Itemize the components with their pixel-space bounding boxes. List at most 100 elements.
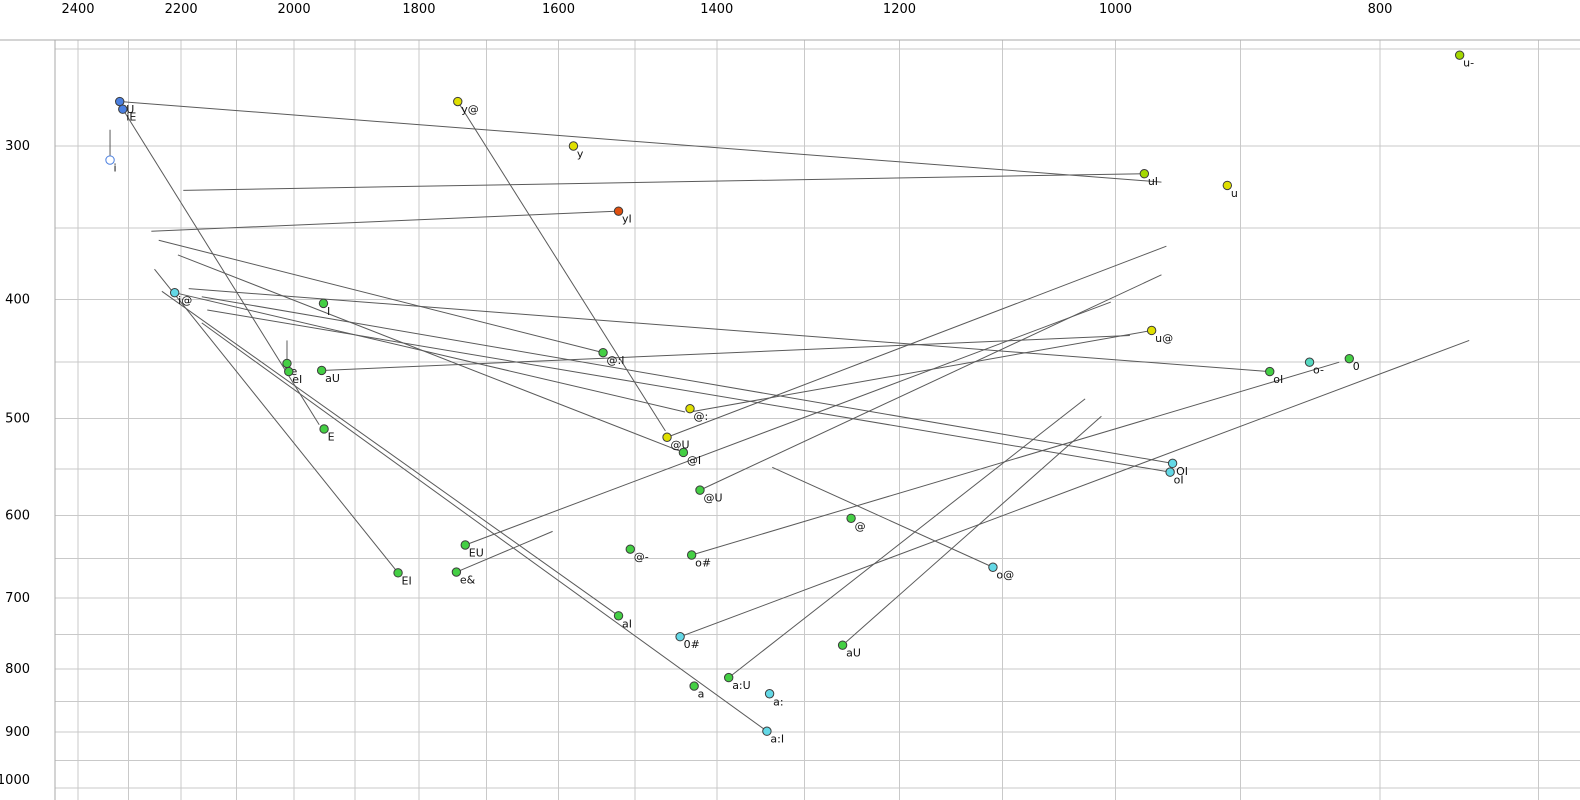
vowel-point-label: a: [773, 695, 783, 708]
vowel-point-label: e [290, 365, 297, 378]
vowel-point-0[interactable] [1344, 353, 1354, 364]
vowel-point-label: uI [1148, 175, 1158, 188]
x-axis-tick-label: 1000 [1099, 2, 1132, 17]
vowel-point-label: a:I [770, 733, 784, 746]
vowel-point-oI[interactable] [1165, 467, 1175, 477]
trajectory-line-@I [177, 254, 684, 453]
trajectory-line-iU [119, 101, 1162, 183]
y-axis-tick-label: 900 [5, 725, 30, 740]
vowel-point-label: aU [325, 372, 340, 385]
vowel-point-label: e& [460, 574, 476, 587]
vowel-point-label: @: [693, 410, 708, 423]
trajectory-line-@U [699, 274, 1162, 491]
x-axis-tick-label: 1200 [883, 2, 916, 17]
trajectory-line-i@ [174, 292, 686, 413]
vowel-point-E[interactable] [319, 424, 329, 434]
vowel-point-@I[interactable] [678, 447, 689, 458]
trajectory-line-oI [188, 288, 1270, 373]
vowel-point-@:[interactable] [685, 404, 695, 414]
y-axis-tick-label: 300 [5, 139, 30, 154]
vowel-point-label: o- [1313, 364, 1324, 377]
vowel-point-label: y@ [461, 103, 479, 116]
trajectory-line-u@ [689, 329, 1152, 413]
vowel-point-@-[interactable] [625, 544, 635, 554]
trajectory-line-oI [207, 309, 1171, 473]
vowel-point-oI[interactable] [1265, 366, 1275, 377]
vowel-point-label: @U [703, 492, 722, 505]
vowel-point-label: @ [855, 520, 866, 533]
trajectory-line-@U [666, 245, 1167, 438]
y-axis-tick-label: 800 [5, 662, 30, 677]
vowel-point-i[interactable] [105, 155, 115, 165]
vowel-point-aU[interactable] [316, 365, 327, 376]
vowel-point-label: a [698, 688, 705, 701]
vowel-point-yI[interactable] [613, 206, 624, 216]
vowel-point-label: iE [126, 111, 136, 124]
vowel-point-a:[interactable] [764, 689, 775, 699]
vowel-point-label: EI [402, 574, 412, 587]
vowel-point-eI[interactable] [284, 366, 294, 377]
vowel-point-o-[interactable] [1304, 357, 1315, 367]
vowel-point-label: yI [622, 213, 632, 226]
vowel-point-label: u@ [1155, 332, 1173, 345]
vowel-point-label: @I [687, 454, 701, 467]
x-axis-tick-label: 1800 [402, 2, 435, 17]
x-axis-tick-label: 2400 [61, 2, 94, 17]
vowel-point-I[interactable] [318, 298, 329, 309]
vowel-point-label: o# [695, 557, 711, 570]
vowel-point-y@[interactable] [453, 96, 463, 107]
trajectory-line-@:I [158, 239, 604, 354]
vowel-point-label: iU [123, 103, 134, 116]
trajectory-line-OI [201, 296, 1173, 464]
vowel-point-label: @:I [607, 354, 625, 367]
vowel-point-iE[interactable] [118, 104, 128, 114]
trajectory-line-o@ [772, 466, 994, 568]
vowel-point-u-[interactable] [1454, 50, 1465, 60]
x-axis-tick-label: 2000 [278, 2, 311, 17]
x-axis-tick-label: 1400 [700, 2, 733, 17]
vowel-point-label: oI [1273, 373, 1283, 386]
vowel-point-label: eI [292, 373, 302, 386]
trajectory-line-e& [456, 530, 553, 573]
vowel-point-label: u- [1463, 57, 1474, 70]
vowel-point-label: I [327, 305, 330, 318]
vowel-point-0#[interactable] [675, 632, 685, 642]
vowel-point-label: @- [634, 551, 649, 564]
trajectory-line-0# [679, 339, 1470, 638]
vowel-point-u[interactable] [1222, 180, 1233, 191]
vowel-point-EI[interactable] [393, 568, 403, 578]
vowel-point-aU[interactable] [837, 640, 848, 650]
trajectory-line-a:I [201, 322, 768, 732]
vowel-point-a[interactable] [689, 681, 699, 691]
y-axis-tick-label: 700 [5, 591, 30, 606]
vowel-point-o@[interactable] [988, 562, 998, 572]
vowel-point-y[interactable] [568, 141, 579, 151]
vowel-point-@U[interactable] [695, 485, 705, 495]
vowel-point-i@[interactable] [169, 287, 180, 298]
vowel-point-e&[interactable] [451, 567, 462, 577]
vowel-point-@U[interactable] [662, 432, 672, 442]
vowel-point-u@[interactable] [1146, 325, 1157, 336]
vowel-point-label: 0# [684, 638, 700, 651]
vowel-point-label: a:U [732, 679, 751, 692]
vowel-point-o#[interactable] [686, 550, 697, 560]
vowel-point-OI[interactable] [1167, 458, 1178, 469]
vowel-point-label: E [328, 430, 335, 443]
vowel-point-a:U[interactable] [723, 672, 734, 683]
trajectory-line-a:U [728, 398, 1086, 679]
vowel-point-label: i [114, 162, 117, 175]
trajectory-line-EI [154, 268, 399, 574]
vowel-point-EU[interactable] [460, 540, 470, 550]
trajectory-line-uI [183, 173, 1145, 191]
y-axis-tick-label: 1000 [0, 773, 30, 788]
vowel-point-aI[interactable] [613, 611, 624, 621]
vowel-point-label: 0 [1353, 360, 1360, 373]
trajectory-line-aI [161, 290, 619, 617]
vowel-point-uI[interactable] [1139, 169, 1150, 179]
vowel-point-@:I[interactable] [598, 347, 608, 358]
y-axis-tick-label: 400 [5, 292, 30, 307]
vowel-point-a:I[interactable] [762, 726, 772, 736]
vowel-point-@[interactable] [846, 513, 856, 523]
